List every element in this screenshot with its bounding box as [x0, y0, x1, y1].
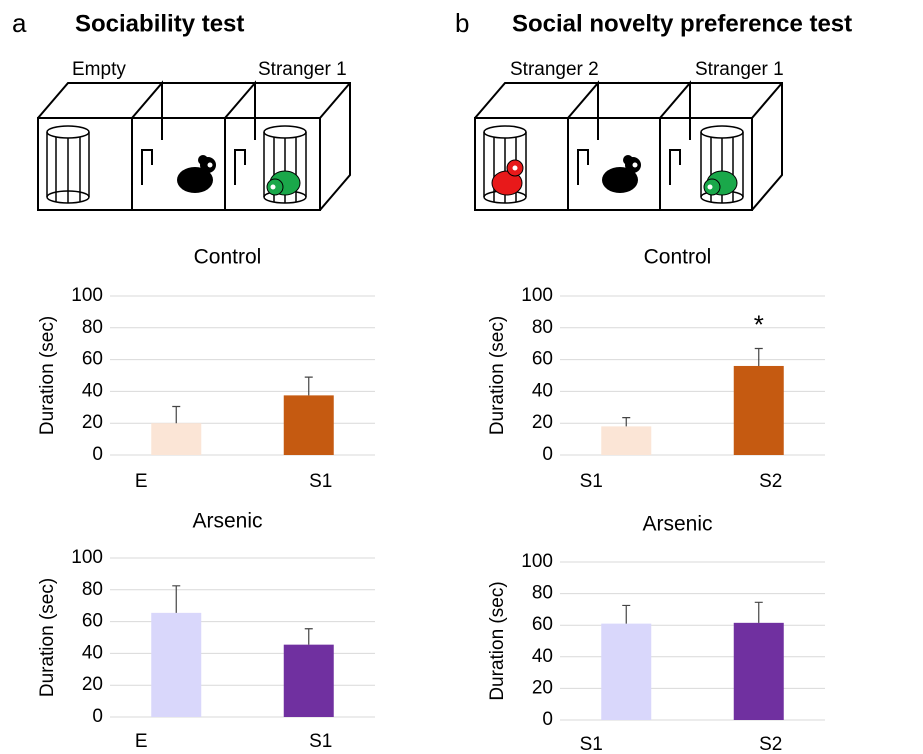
x-tick-label: S1 [309, 471, 332, 492]
error-bar [172, 405, 181, 424]
diagram-label: Stranger 2 [510, 59, 599, 80]
significance-marker: * [754, 309, 764, 339]
x-tick-label: S1 [580, 734, 603, 754]
y-tick-label: 80 [82, 317, 103, 338]
y-tick-label: 40 [82, 380, 103, 401]
x-tick-label: S1 [580, 471, 603, 492]
error-bar [304, 376, 313, 396]
y-tick-label: 80 [532, 583, 553, 604]
error-bar [754, 347, 763, 366]
y-tick-label: 40 [82, 642, 103, 663]
error-bar [172, 585, 181, 613]
apparatus-a: Empty Stranger 1 [37, 59, 351, 211]
y-tick-label: 60 [532, 614, 553, 635]
chart-title: Arsenic [642, 513, 712, 536]
diagram-label: Stranger 1 [258, 59, 347, 80]
error-bar [304, 628, 313, 645]
y-tick-label: 80 [82, 579, 103, 600]
diagram-label: Empty [72, 59, 126, 80]
panel-title: Sociability test [75, 10, 244, 37]
y-axis-label: Duration (sec) [37, 578, 58, 697]
y-tick-label: 100 [71, 547, 103, 568]
y-tick-label: 100 [521, 551, 553, 572]
bar [151, 423, 202, 455]
y-tick-label: 60 [532, 349, 553, 370]
y-tick-label: 60 [82, 349, 103, 370]
y-tick-label: 40 [532, 646, 553, 667]
bar [733, 622, 784, 720]
chart-title: Control [194, 246, 262, 269]
y-tick-label: 0 [542, 709, 553, 730]
y-tick-label: 20 [82, 412, 103, 433]
panel-title: Social novelty preference test [512, 10, 852, 37]
y-axis-label: Duration (sec) [487, 581, 508, 700]
x-tick-label: S1 [309, 731, 332, 752]
error-bar [622, 417, 631, 427]
bar [283, 395, 334, 455]
y-tick-label: 20 [532, 677, 553, 698]
bar [283, 644, 334, 717]
bar [601, 426, 652, 455]
y-tick-label: 20 [532, 412, 553, 433]
x-tick-label: S2 [759, 471, 782, 492]
y-axis-label: Duration (sec) [37, 316, 58, 435]
x-tick-label: E [135, 471, 148, 492]
bar [733, 365, 784, 455]
y-tick-label: 0 [92, 444, 103, 465]
error-bar [622, 604, 631, 624]
error-bar [754, 601, 763, 623]
diagram-label: Stranger 1 [695, 59, 784, 80]
bar [151, 612, 202, 717]
chart-title: Arsenic [192, 510, 262, 533]
y-tick-label: 80 [532, 317, 553, 338]
y-tick-label: 60 [82, 611, 103, 632]
x-tick-label: S2 [759, 734, 782, 754]
y-tick-label: 40 [532, 380, 553, 401]
chart-title: Control [644, 246, 712, 269]
y-tick-label: 0 [542, 444, 553, 465]
x-tick-label: E [135, 731, 148, 752]
panel-letter: a [12, 8, 27, 38]
apparatus-b: Stranger 2 Stranger 1 [474, 59, 784, 211]
y-tick-label: 100 [521, 285, 553, 306]
y-tick-label: 0 [92, 706, 103, 727]
y-tick-label: 100 [71, 285, 103, 306]
y-tick-label: 20 [82, 674, 103, 695]
panel-letter: b [455, 8, 469, 38]
y-axis-label: Duration (sec) [487, 316, 508, 435]
bar [601, 623, 652, 720]
